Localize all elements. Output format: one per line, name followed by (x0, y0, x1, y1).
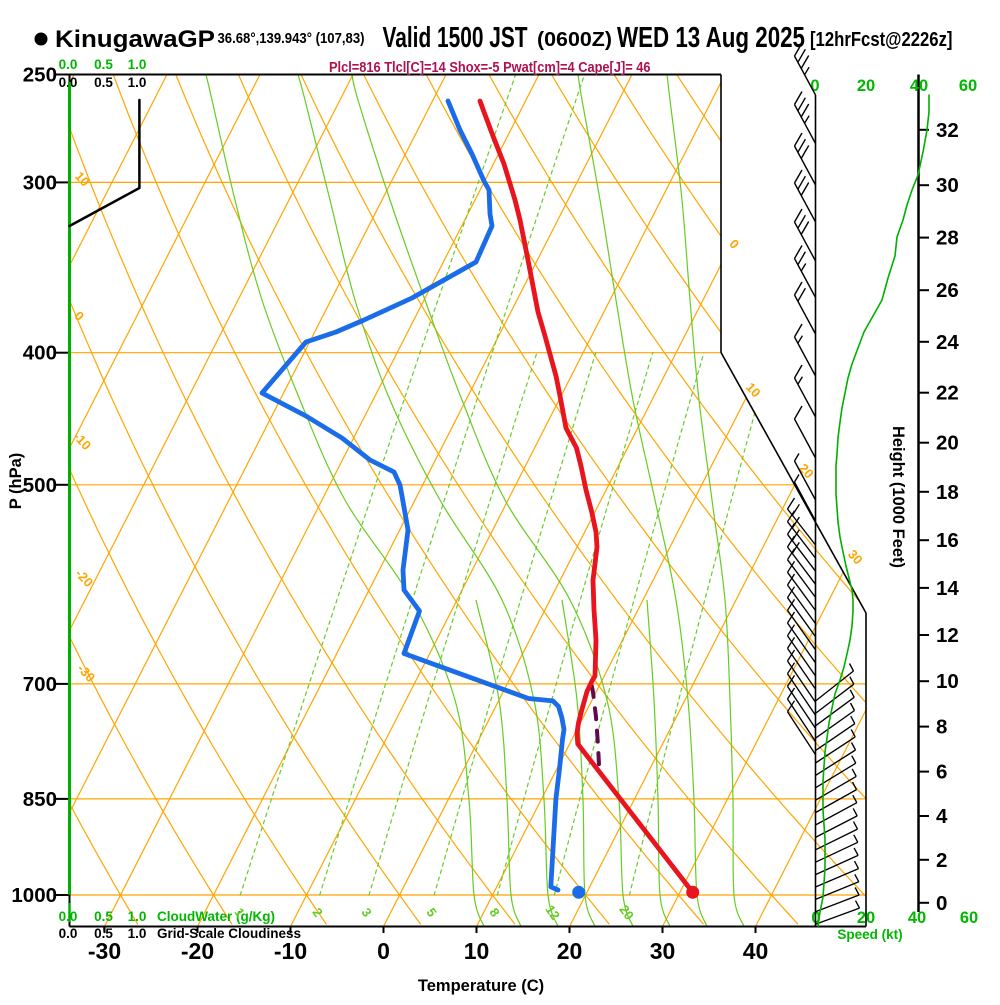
svg-text:4: 4 (936, 805, 948, 828)
svg-text:60: 60 (959, 77, 977, 95)
svg-text:WED 13 Aug 2025: WED 13 Aug 2025 (617, 22, 805, 54)
svg-text:26: 26 (936, 279, 959, 302)
svg-text:0: 0 (936, 892, 947, 915)
svg-text:2: 2 (936, 849, 947, 872)
svg-text:Speed (kt): Speed (kt) (837, 927, 902, 942)
svg-text:(0600Z): (0600Z) (537, 29, 612, 51)
svg-text:40: 40 (910, 77, 928, 95)
svg-text:40: 40 (908, 909, 926, 927)
svg-text:8: 8 (936, 716, 947, 739)
svg-text:Height (1000 Feet): Height (1000 Feet) (889, 426, 907, 568)
svg-text:10: 10 (464, 938, 490, 964)
svg-text:20: 20 (857, 77, 875, 95)
svg-text:10: 10 (936, 670, 959, 693)
svg-text:Plcl=816 Tlcl[C]=14 Shox=-5 Pw: Plcl=816 Tlcl[C]=14 Shox=-5 Pwat[cm]=4 C… (329, 60, 651, 76)
svg-text:CloudWater (g/Kg): CloudWater (g/Kg) (157, 909, 275, 924)
svg-text:Valid 1500 JST: Valid 1500 JST (383, 22, 528, 54)
svg-text:0.5: 0.5 (94, 57, 113, 72)
svg-text:14: 14 (936, 577, 959, 600)
svg-text:Grid-Scale Cloudiness: Grid-Scale Cloudiness (157, 926, 301, 941)
svg-text:0.0: 0.0 (59, 909, 78, 924)
svg-text:22: 22 (936, 382, 959, 405)
svg-text:0.0: 0.0 (59, 57, 78, 72)
svg-text:36.68°,139.943° (107,83): 36.68°,139.943° (107,83) (218, 30, 365, 47)
svg-text:[12hrFcst@2226z]: [12hrFcst@2226z] (810, 29, 953, 51)
svg-text:1.0: 1.0 (128, 909, 147, 924)
svg-text:40: 40 (743, 938, 769, 964)
svg-text:30: 30 (936, 174, 959, 197)
svg-text:1.0: 1.0 (128, 75, 147, 90)
svg-text:0: 0 (810, 77, 819, 95)
svg-text:20: 20 (936, 432, 959, 455)
svg-text:24: 24 (936, 331, 959, 354)
svg-text:400: 400 (23, 342, 57, 365)
svg-text:0: 0 (377, 938, 390, 964)
svg-text:60: 60 (960, 909, 978, 927)
svg-text:1.0: 1.0 (128, 57, 147, 72)
svg-text:12: 12 (936, 624, 959, 647)
svg-text:16: 16 (936, 529, 959, 552)
svg-text:-30: -30 (88, 938, 121, 964)
svg-text:700: 700 (23, 673, 57, 696)
svg-text:32: 32 (936, 119, 959, 142)
svg-text:18: 18 (936, 481, 959, 504)
svg-text:Temperature (C): Temperature (C) (418, 977, 544, 995)
svg-text:850: 850 (23, 788, 57, 811)
svg-text:250: 250 (23, 64, 57, 87)
svg-text:20: 20 (857, 909, 875, 927)
svg-text:0.5: 0.5 (94, 75, 113, 90)
svg-text:20: 20 (557, 938, 583, 964)
svg-text:6: 6 (936, 761, 947, 784)
svg-text:P (hPa): P (hPa) (7, 453, 25, 510)
svg-text:0.5: 0.5 (94, 909, 113, 924)
svg-text:30: 30 (650, 938, 676, 964)
svg-text:500: 500 (23, 474, 57, 497)
svg-text:28: 28 (936, 227, 959, 250)
svg-text:-10: -10 (274, 938, 307, 964)
svg-text:-20: -20 (181, 938, 214, 964)
svg-text:300: 300 (23, 171, 57, 194)
svg-text:0.0: 0.0 (59, 926, 78, 941)
svg-text:KinugawaGP: KinugawaGP (55, 26, 215, 53)
svg-text:1000: 1000 (11, 884, 57, 907)
svg-text:1.0: 1.0 (128, 926, 147, 941)
